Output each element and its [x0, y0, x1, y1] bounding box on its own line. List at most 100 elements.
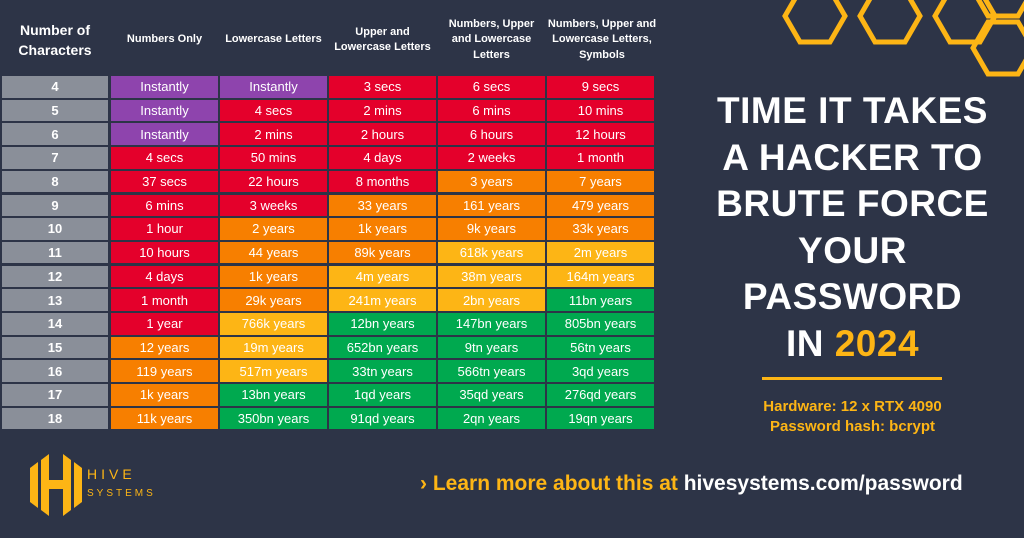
- headline-year: 2024: [834, 322, 920, 364]
- time-cell: Instantly: [111, 76, 218, 98]
- time-cell: 8 months: [329, 170, 436, 193]
- column-header: Number of Characters: [18, 22, 92, 58]
- time-cell: 13bn years: [220, 384, 327, 406]
- time-cell: Instantly: [220, 76, 327, 98]
- time-cell: 38m years: [438, 265, 545, 288]
- column-header: Numbers Only: [126, 33, 203, 46]
- row-header-chars: 17: [2, 384, 108, 406]
- time-cell: 12 years: [111, 336, 218, 359]
- row-header-chars: 4: [2, 76, 108, 98]
- hexagon-shape: [782, 0, 848, 45]
- learn-more-text: Learn more about this at: [432, 472, 684, 495]
- time-cell: 3 secs: [329, 76, 436, 98]
- column-header: Numbers, Upper and Lowercase Letters, Sy…: [547, 17, 657, 61]
- headline: TIME IT TAKES A HACKER TO BRUTE FORCE YO…: [700, 88, 1005, 367]
- time-cell: 33k years: [547, 218, 654, 240]
- time-cell: 10 hours: [111, 241, 218, 264]
- row-header-chars: 11: [2, 241, 108, 264]
- time-cell: 29k years: [220, 289, 327, 311]
- headline-line: YOUR: [798, 229, 907, 271]
- time-cell: 33 years: [329, 194, 436, 216]
- headline-line: PASSWORD: [742, 276, 963, 317]
- time-cell: 56tn years: [547, 336, 654, 359]
- time-cell: 6 mins: [438, 99, 545, 122]
- row-header-chars: 15: [2, 336, 108, 359]
- time-cell: 50 mins: [220, 147, 327, 169]
- time-cell: 119 years: [111, 360, 218, 382]
- time-cell: 37 secs: [111, 170, 218, 193]
- time-cell: 10 mins: [547, 99, 654, 122]
- row-header-chars: 5: [2, 99, 108, 122]
- time-cell: 479 years: [547, 194, 654, 216]
- time-cell: 2bn years: [438, 289, 545, 311]
- time-cell: 91qd years: [329, 407, 436, 430]
- time-cell: 1k years: [329, 218, 436, 240]
- time-cell: 1k years: [111, 384, 218, 406]
- time-cell: 1k years: [220, 265, 327, 288]
- row-header-chars: 6: [2, 123, 108, 145]
- time-cell: 241m years: [329, 289, 436, 311]
- time-cell: 12 hours: [547, 123, 654, 145]
- headline-line: TIME IT TAKES: [717, 90, 988, 131]
- time-cell: 1 month: [111, 289, 218, 311]
- time-cell: 6 mins: [111, 194, 218, 216]
- row-header-chars: 12: [2, 265, 108, 288]
- time-cell: Instantly: [111, 99, 218, 122]
- row-header-chars: 13: [2, 289, 108, 311]
- time-cell: 22 hours: [220, 170, 327, 193]
- hexagon-shape: [857, 0, 923, 45]
- time-cell: 44 years: [220, 241, 327, 264]
- time-cell: 9k years: [438, 218, 545, 240]
- row-header-chars: 9: [2, 194, 108, 216]
- time-cell: 11k years: [111, 407, 218, 430]
- time-cell: 618k years: [438, 241, 545, 264]
- time-cell: 2 weeks: [438, 147, 545, 169]
- time-cell: 4m years: [329, 265, 436, 288]
- time-cell: 1 hour: [111, 218, 218, 240]
- chevron-right-icon: ›: [420, 472, 427, 495]
- time-cell: 652bn years: [329, 336, 436, 359]
- column-header: Lowercase Letters: [225, 33, 322, 46]
- column-header: Numbers, Upper and Lowercase Letters: [448, 17, 535, 61]
- time-cell: 1 year: [111, 313, 218, 335]
- time-cell: 12bn years: [329, 313, 436, 335]
- time-cell: 3 weeks: [220, 194, 327, 216]
- time-cell: 4 secs: [111, 147, 218, 169]
- time-cell: 6 hours: [438, 123, 545, 145]
- time-cell: 2 mins: [329, 99, 436, 122]
- hexagon-shape: [975, 0, 1024, 19]
- time-cell: 147bn years: [438, 313, 545, 335]
- time-cell: 517m years: [220, 360, 327, 382]
- time-cell: 2m years: [547, 241, 654, 264]
- headline-line: IN 2024: [700, 321, 1005, 368]
- row-header-chars: 10: [2, 218, 108, 240]
- headline-prefix: IN: [785, 322, 835, 364]
- time-cell: 805bn years: [547, 313, 654, 335]
- time-cell: 164m years: [547, 265, 654, 288]
- hexagon-shape: [970, 19, 1024, 77]
- time-cell: 4 days: [111, 265, 218, 288]
- time-cell: 3qd years: [547, 360, 654, 382]
- time-cell: 4 days: [329, 147, 436, 169]
- row-header-chars: 14: [2, 313, 108, 335]
- time-cell: 6 secs: [438, 76, 545, 98]
- time-cell: 9tn years: [438, 336, 545, 359]
- time-cell: 35qd years: [438, 384, 545, 406]
- time-cell: 350bn years: [220, 407, 327, 430]
- headline-line: A HACKER TO: [722, 136, 983, 178]
- time-cell: 1qd years: [329, 384, 436, 406]
- hexagon-shape: [932, 0, 998, 45]
- time-cell: 766k years: [220, 313, 327, 335]
- time-cell: 2 years: [220, 218, 327, 240]
- time-cell: 4 secs: [220, 99, 327, 122]
- time-cell: 11bn years: [547, 289, 654, 311]
- row-header-chars: 8: [2, 170, 108, 193]
- time-cell: 566tn years: [438, 360, 545, 382]
- time-cell: 276qd years: [547, 384, 654, 406]
- learn-more-link[interactable]: › Learn more about this at hivesystems.c…: [420, 472, 963, 496]
- time-cell: 7 years: [547, 170, 654, 193]
- logo-text-systems: SYSTEMS: [87, 488, 156, 499]
- url-text[interactable]: hivesystems.com/password: [683, 472, 963, 495]
- time-cell: 9 secs: [547, 76, 654, 98]
- time-cell: 19m years: [220, 336, 327, 359]
